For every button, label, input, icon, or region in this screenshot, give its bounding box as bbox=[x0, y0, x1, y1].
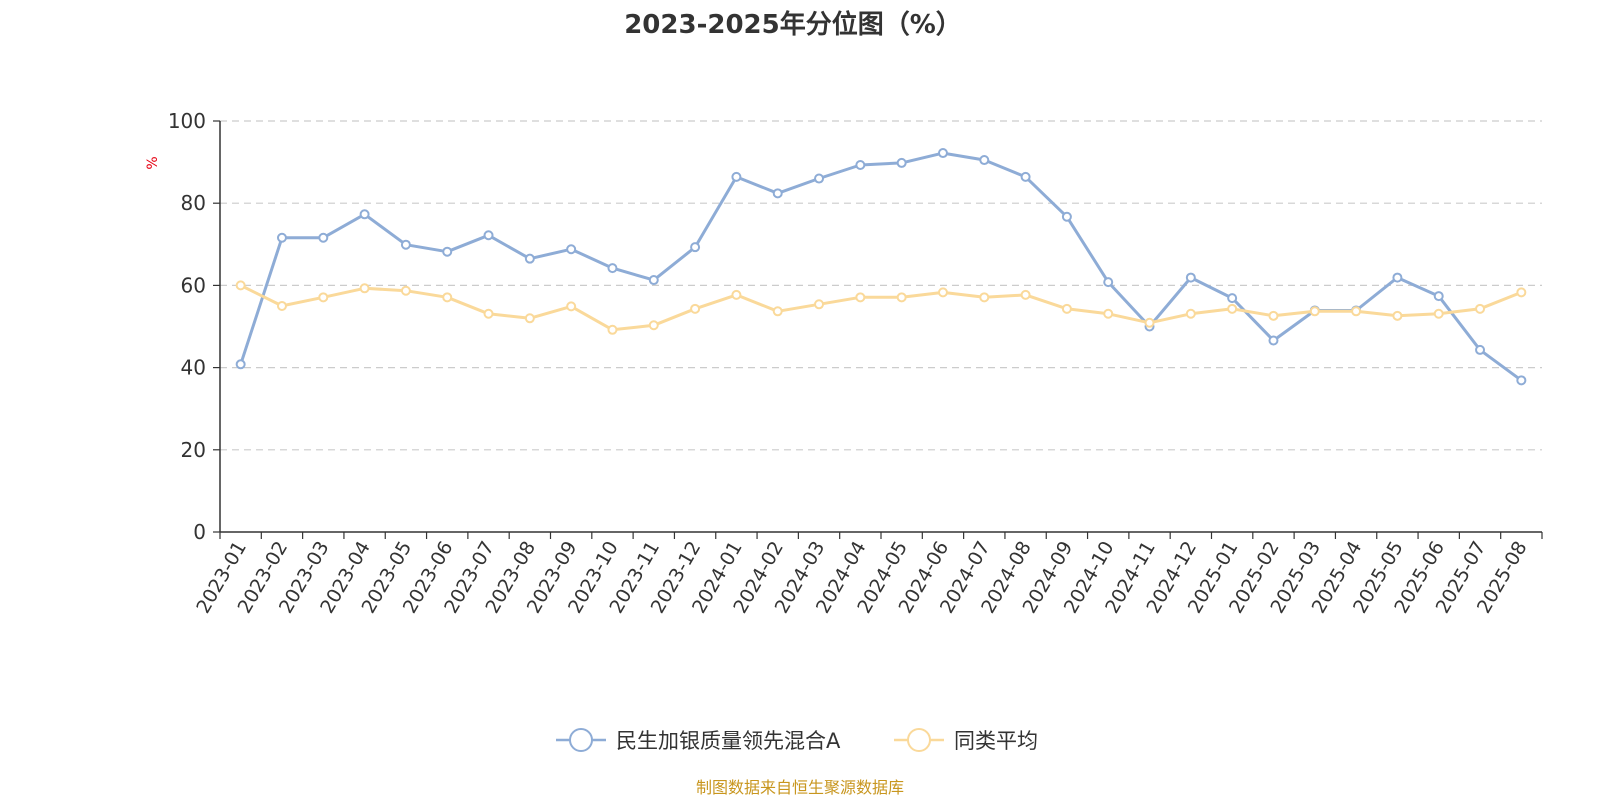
data-point bbox=[1185, 272, 1196, 283]
data-point bbox=[566, 301, 577, 312]
data-point bbox=[235, 359, 246, 370]
legend: 民生加银质量领先混合A 同类平均 bbox=[556, 728, 1038, 753]
data-point bbox=[1268, 335, 1279, 346]
data-point bbox=[1516, 375, 1527, 386]
data-point bbox=[1103, 277, 1114, 288]
data-point bbox=[442, 246, 453, 257]
data-point bbox=[566, 244, 577, 255]
data-point bbox=[1185, 308, 1196, 319]
data-point bbox=[937, 287, 948, 298]
data-point bbox=[1516, 287, 1527, 298]
data-point bbox=[607, 324, 618, 335]
data-point bbox=[772, 306, 783, 317]
data-point bbox=[318, 232, 329, 243]
series-line bbox=[240, 284, 1522, 332]
data-point bbox=[442, 292, 453, 303]
data-point bbox=[1144, 317, 1155, 328]
legend-item-1: 民生加银质量领先混合A bbox=[556, 728, 841, 753]
y-tick-label: 20 bbox=[181, 438, 206, 462]
legend-label: 民生加银质量领先混合A bbox=[616, 729, 841, 753]
data-point bbox=[524, 253, 535, 264]
data-point bbox=[855, 159, 866, 170]
legend-item-2: 同类平均 bbox=[894, 728, 1038, 753]
series-1 bbox=[235, 148, 1527, 386]
data-point bbox=[276, 232, 287, 243]
data-point bbox=[896, 157, 907, 168]
y-tick-label: 80 bbox=[181, 191, 206, 215]
data-point bbox=[690, 303, 701, 314]
data-point bbox=[1475, 303, 1486, 314]
data-point bbox=[731, 171, 742, 182]
data-point bbox=[1268, 310, 1279, 321]
data-point bbox=[1433, 291, 1444, 302]
y-tick-label: 100 bbox=[168, 109, 206, 133]
data-point bbox=[1227, 303, 1238, 314]
data-point bbox=[607, 263, 618, 274]
data-point bbox=[1392, 310, 1403, 321]
y-tick-label: 60 bbox=[181, 273, 206, 297]
data-point bbox=[814, 299, 825, 310]
series-2 bbox=[235, 280, 1527, 335]
data-point bbox=[772, 188, 783, 199]
grid-lines bbox=[220, 120, 1542, 451]
data-point bbox=[1020, 289, 1031, 300]
data-point bbox=[483, 230, 494, 241]
data-point bbox=[400, 285, 411, 296]
data-point bbox=[318, 292, 329, 303]
series-line bbox=[239, 151, 1523, 382]
data-point bbox=[1351, 306, 1362, 317]
y-tick-label: 0 bbox=[193, 520, 206, 544]
axes bbox=[213, 120, 1543, 539]
data-point bbox=[359, 209, 370, 220]
data-point bbox=[276, 300, 287, 311]
data-point bbox=[524, 313, 535, 324]
data-point bbox=[483, 308, 494, 319]
data-point bbox=[1433, 308, 1444, 319]
y-axis-tick-labels: 0 20 40 60 80 100 bbox=[168, 109, 206, 544]
data-point bbox=[1020, 171, 1031, 182]
data-point bbox=[1309, 306, 1320, 317]
data-source-note: 制图数据来自恒生聚源数据库 bbox=[696, 778, 904, 797]
y-axis-unit: % bbox=[145, 156, 161, 169]
data-point bbox=[690, 242, 701, 253]
legend-marker bbox=[569, 728, 593, 752]
data-point bbox=[648, 275, 659, 286]
data-point bbox=[235, 280, 246, 291]
data-point bbox=[855, 292, 866, 303]
data-point bbox=[979, 292, 990, 303]
data-point bbox=[1103, 308, 1114, 319]
x-axis-tick-labels: 2023-012023-022023-032023-042023-052023-… bbox=[192, 538, 1531, 618]
legend-label: 同类平均 bbox=[954, 729, 1038, 753]
y-tick-label: 40 bbox=[181, 356, 206, 380]
data-point bbox=[979, 155, 990, 166]
data-point bbox=[400, 239, 411, 250]
data-point bbox=[1061, 211, 1072, 222]
chart-title: 2023-2025年分位图（%） bbox=[624, 9, 962, 40]
legend-marker bbox=[907, 728, 931, 752]
data-point bbox=[896, 292, 907, 303]
data-point bbox=[731, 289, 742, 300]
data-point bbox=[1475, 344, 1486, 355]
data-point bbox=[1061, 303, 1072, 314]
data-point bbox=[1227, 293, 1238, 304]
data-point bbox=[1392, 272, 1403, 283]
data-point bbox=[937, 148, 948, 159]
data-point bbox=[814, 173, 825, 184]
data-point bbox=[359, 283, 370, 294]
data-point bbox=[648, 320, 659, 331]
series-group bbox=[235, 148, 1527, 386]
